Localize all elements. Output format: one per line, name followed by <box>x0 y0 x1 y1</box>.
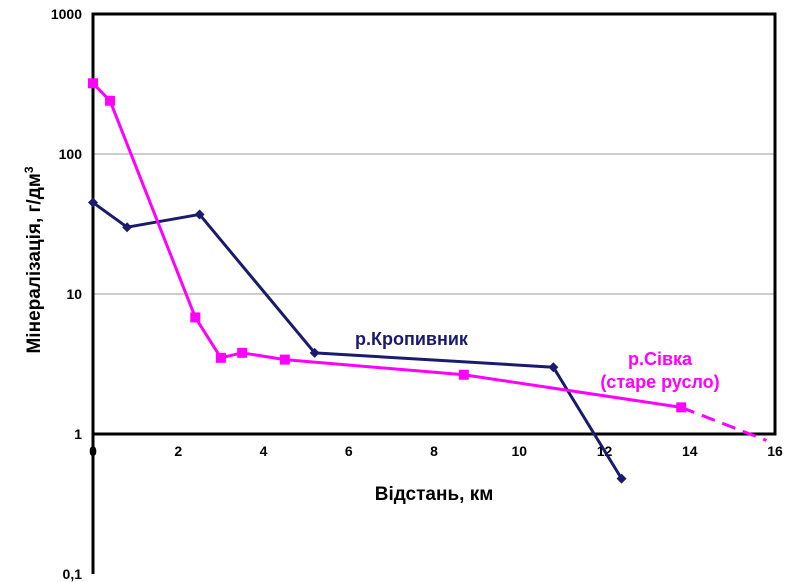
x-tick-label: 2 <box>174 443 182 459</box>
y-tick-label: 0,1 <box>63 566 83 582</box>
x-tick-label: 16 <box>767 443 783 459</box>
y-tick-label: 10 <box>66 286 82 302</box>
data-point-kropyvnyk <box>309 347 320 358</box>
y-axis-title: Мінералізація, г/дм3 <box>22 166 45 353</box>
x-tick-label: 6 <box>345 443 353 459</box>
data-point-sivka <box>105 95 116 106</box>
x-tick-label: 0 <box>89 443 97 459</box>
data-point-sivka <box>458 369 469 380</box>
data-point-sivka <box>676 402 687 413</box>
data-point-kropyvnyk <box>122 222 133 233</box>
y-tick-label: 1000 <box>51 6 82 22</box>
x-tick-label: 14 <box>682 443 698 459</box>
grid-lines <box>93 153 775 295</box>
data-point-sivka <box>215 352 226 363</box>
data-point-kropyvnyk <box>194 209 205 220</box>
series-group <box>88 78 768 484</box>
series-dashed-extension-sivka <box>680 405 768 442</box>
plot-area-frame <box>91 12 777 436</box>
x-tick-label: 10 <box>511 443 527 459</box>
y-tick-label: 1 <box>74 426 82 442</box>
data-point-sivka <box>279 354 290 365</box>
series-line-kropyvnyk <box>92 201 623 480</box>
y-axis-title-text: Мінералізація, г/дм <box>24 173 45 353</box>
y-tick-labels: 1000 100 10 1 0,1 <box>51 6 82 582</box>
data-point-sivka <box>237 347 248 358</box>
data-point-kropyvnyk <box>548 362 559 373</box>
series-labels: р.Кропивник р.Сівка (старе русло) <box>355 329 720 392</box>
series-label-sivka: (старе русло) <box>600 372 719 392</box>
x-tick-label: 8 <box>430 443 438 459</box>
series-label-kropyvnyk: р.Кропивник <box>355 329 469 349</box>
data-point-kropyvnyk <box>88 197 98 208</box>
data-point-kropyvnyk <box>616 473 627 484</box>
x-axis-title: Відстань, км <box>375 484 494 505</box>
data-point-sivka <box>190 312 201 323</box>
y-axis-title-superscript: 3 <box>22 166 36 173</box>
series-line-sivka <box>91 82 682 409</box>
x-tick-label: 4 <box>260 443 268 459</box>
y-tick-label: 100 <box>59 146 83 162</box>
series-label-sivka: р.Сівка <box>628 349 693 369</box>
data-point-sivka <box>88 78 98 89</box>
x-tick-labels: 0 2 4 6 8 10 12 14 16 <box>89 443 783 459</box>
